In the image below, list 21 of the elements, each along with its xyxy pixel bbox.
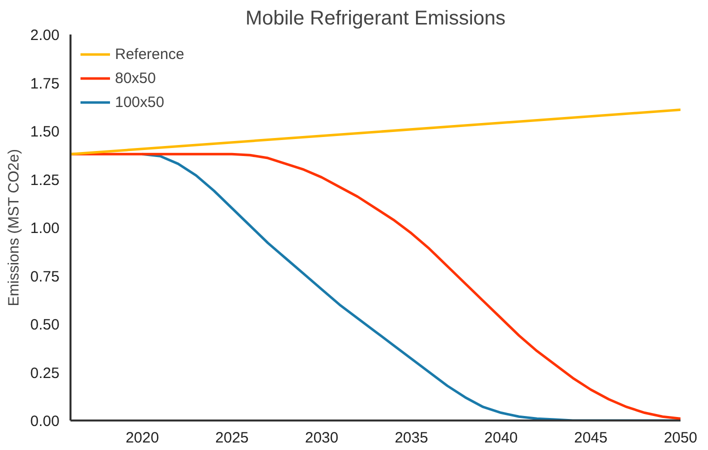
x-tick-label: 2045 xyxy=(574,430,608,446)
legend-label: 100x50 xyxy=(115,94,164,110)
legend-label: Reference xyxy=(115,46,184,62)
x-tick-label: 2025 xyxy=(215,430,249,446)
y-tick-label: 1.00 xyxy=(30,220,60,237)
y-tick-label: 0.25 xyxy=(30,364,60,382)
y-tick-label: 0.50 xyxy=(30,316,60,334)
y-tick-label: 0.00 xyxy=(30,413,60,430)
y-tick-label: 2.00 xyxy=(30,27,60,44)
y-tick-label: 0.75 xyxy=(30,268,60,286)
y-axis-title: Emissions (MST CO2e) xyxy=(5,148,22,306)
chart-title: Mobile Refrigerant Emissions xyxy=(245,8,506,30)
x-tick-label: 2020 xyxy=(126,430,159,446)
x-tick-label: 2035 xyxy=(394,430,428,446)
legend-label: 80x50 xyxy=(115,70,156,86)
x-tick-label: 2030 xyxy=(304,430,338,446)
y-tick-label: 1.50 xyxy=(30,124,60,140)
x-tick-label: 2040 xyxy=(484,430,518,446)
y-tick-label: 1.25 xyxy=(30,172,60,189)
x-tick-label: 2050 xyxy=(664,430,698,446)
y-tick-label: 1.75 xyxy=(30,75,60,92)
